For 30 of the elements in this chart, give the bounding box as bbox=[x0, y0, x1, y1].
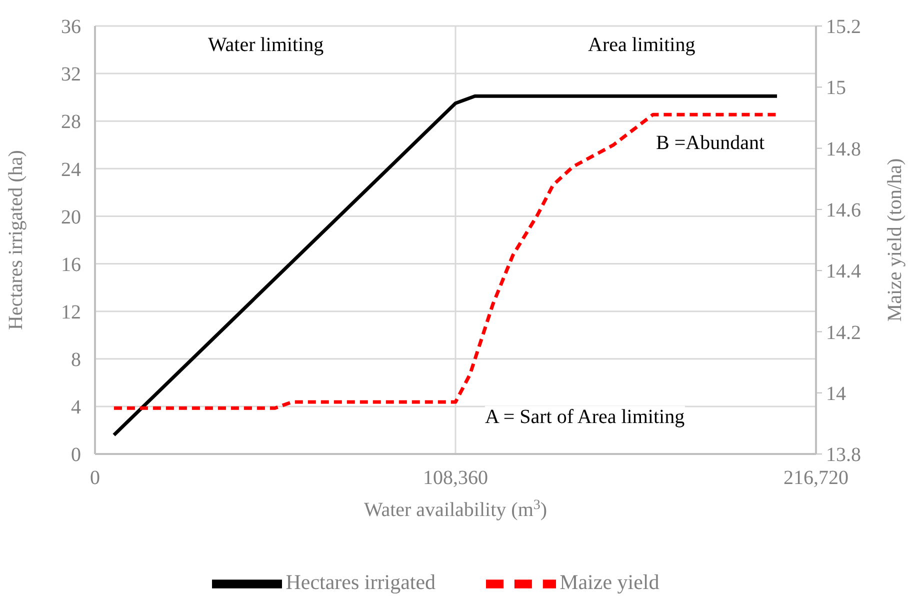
y-tick-label: 0 bbox=[71, 444, 81, 466]
x-tick-label: 0 bbox=[90, 467, 100, 490]
annotation: B =Abundant bbox=[656, 132, 764, 155]
x-tick-label: 108,360 bbox=[423, 467, 488, 490]
y2-tick-label: 13.8 bbox=[826, 444, 861, 466]
legend-label: Maize yield bbox=[560, 570, 660, 594]
y-axis-title: Hectares irrigated (ha) bbox=[5, 150, 28, 330]
annotation: Area limiting bbox=[588, 34, 696, 57]
x-axis-title: Water availability (m$^{3}$) bbox=[364, 498, 548, 521]
y2-tick-label: 15.2 bbox=[826, 16, 861, 38]
y2-tick-label: 15 bbox=[826, 77, 846, 100]
y2-tick-label: 14.4 bbox=[826, 260, 861, 283]
x-tick-label: 216,720 bbox=[784, 467, 848, 490]
y2-tick-label: 14.2 bbox=[826, 322, 861, 344]
y-tick-label: 24 bbox=[61, 158, 81, 181]
y-tick-label: 16 bbox=[61, 254, 81, 276]
y-tick-label: 8 bbox=[71, 348, 81, 371]
y-tick-label: 4 bbox=[71, 396, 81, 419]
y-tick-label: 32 bbox=[61, 64, 81, 86]
y-tick-label: 12 bbox=[61, 301, 81, 324]
y-tick-label: 36 bbox=[61, 16, 81, 38]
annotation: Water limiting bbox=[208, 34, 324, 57]
y2-tick-label: 14.8 bbox=[826, 138, 861, 160]
legend-label: Hectares irrigated bbox=[286, 570, 436, 594]
y2-tick-label: 14.6 bbox=[826, 200, 861, 222]
y-tick-label: 20 bbox=[61, 206, 81, 228]
annotation: A = Sart of Area limiting bbox=[485, 406, 685, 429]
y2-axis-title: Maize yield (ton/ha) bbox=[884, 158, 906, 322]
y-tick-label: 28 bbox=[61, 111, 81, 134]
y2-tick-label: 14 bbox=[826, 382, 846, 405]
